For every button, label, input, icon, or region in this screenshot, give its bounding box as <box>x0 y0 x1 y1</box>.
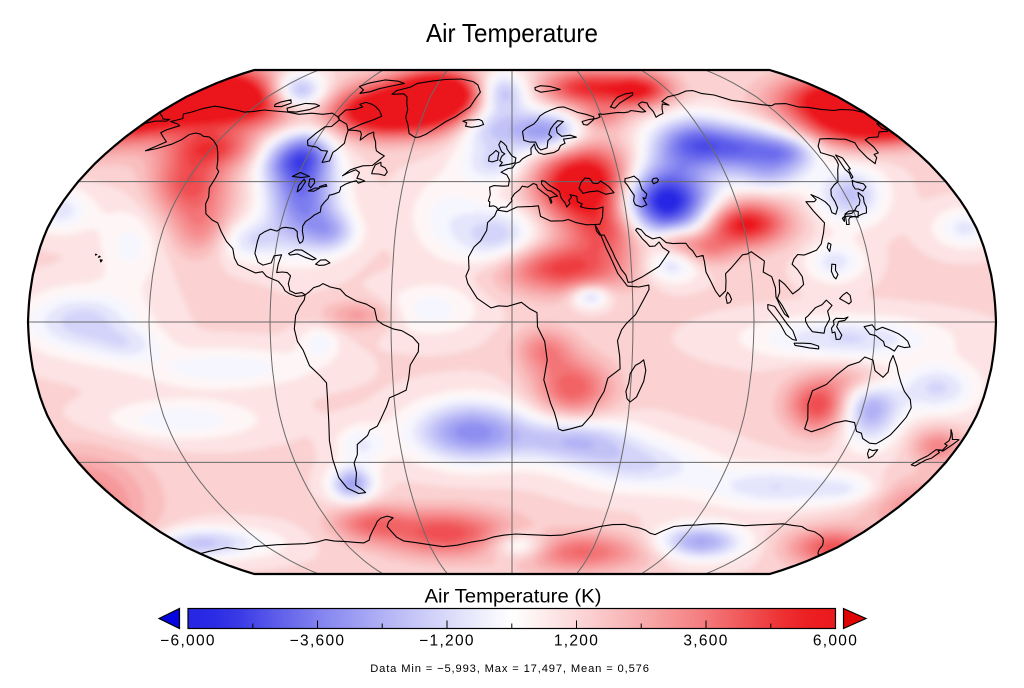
svg-text:6,000: 6,000 <box>813 633 858 650</box>
svg-text:−1,200: −1,200 <box>419 633 475 650</box>
svg-text:−3,600: −3,600 <box>290 633 346 650</box>
svg-text:Air Temperature (K): Air Temperature (K) <box>425 586 602 608</box>
svg-text:−6,000: −6,000 <box>160 633 216 650</box>
svg-text:1,200: 1,200 <box>554 633 599 650</box>
svg-text:Data Min = −5,993, Max = 17,49: Data Min = −5,993, Max = 17,497, Mean = … <box>370 663 650 675</box>
svg-text:Air Temperature: Air Temperature <box>426 18 598 48</box>
svg-text:3,600: 3,600 <box>683 633 728 650</box>
